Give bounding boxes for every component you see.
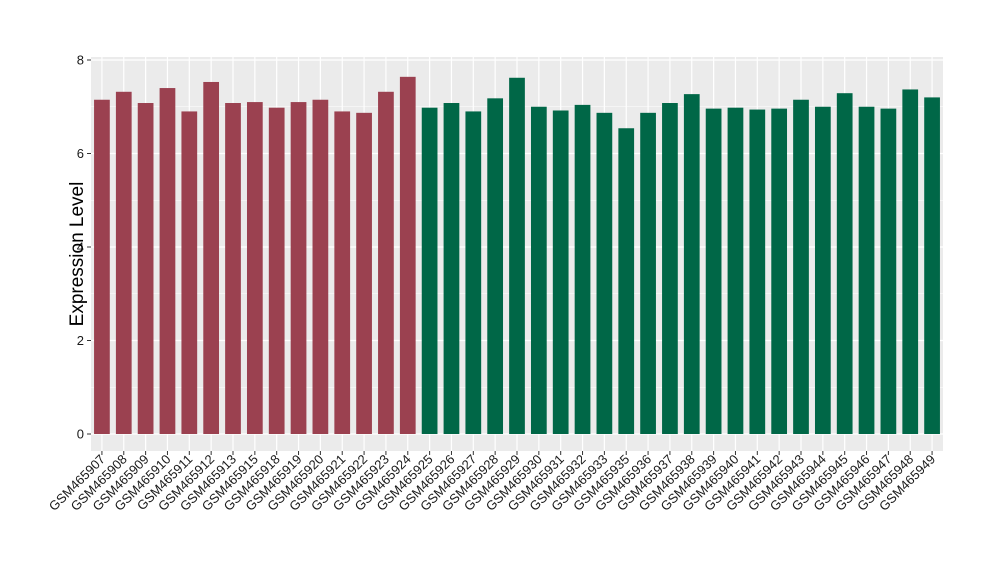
- bar-GSM465945: [836, 93, 853, 434]
- bar-GSM465932: [574, 104, 591, 434]
- bar-GSM465907: [94, 99, 110, 435]
- bar-GSM465913: [225, 103, 241, 434]
- y-axis: 0 2 4 6 8: [77, 53, 91, 442]
- bar-GSM465935: [618, 128, 635, 434]
- x-axis: GSM465907GSM465908GSM465909GSM465910GSM4…: [46, 451, 938, 514]
- bar-GSM465925: [421, 107, 438, 434]
- bar-GSM465942: [771, 108, 788, 435]
- bar-GSM465946: [858, 106, 875, 434]
- bar-GSM465908: [115, 91, 132, 434]
- bar-GSM465936: [640, 112, 656, 434]
- bar-GSM465928: [487, 98, 504, 435]
- y-tick-label: 0: [77, 427, 84, 442]
- bar-GSM465921: [334, 111, 351, 435]
- bar-GSM465911: [181, 111, 198, 435]
- bar-GSM465941: [749, 109, 766, 435]
- bar-GSM465915: [246, 102, 263, 434]
- bar-GSM465949: [924, 97, 940, 435]
- bar-GSM465939: [705, 108, 722, 435]
- bar-GSM465918: [268, 107, 285, 434]
- bar-GSM465924: [399, 76, 416, 434]
- bar-GSM465948: [902, 89, 919, 434]
- bar-GSM465910: [159, 88, 176, 435]
- y-tick-label: 4: [77, 240, 84, 255]
- bar-GSM465947: [880, 108, 897, 435]
- bar-GSM465909: [137, 103, 154, 434]
- y-tick-label: 6: [77, 146, 84, 161]
- bar-GSM465922: [356, 112, 372, 434]
- bar-GSM465930: [530, 106, 547, 434]
- bar-GSM465931: [552, 110, 569, 435]
- bar-GSM465937: [662, 103, 678, 434]
- bar-GSM465944: [814, 106, 831, 434]
- bar-GSM465938: [683, 94, 700, 434]
- bar-GSM465933: [596, 112, 613, 434]
- bar-GSM465923: [378, 91, 394, 434]
- bar-GSM465919: [290, 102, 307, 434]
- bar-GSM465940: [727, 107, 744, 434]
- bar-GSM465927: [465, 111, 482, 435]
- bar-GSM465926: [443, 103, 460, 434]
- y-tick-label: 8: [77, 53, 84, 68]
- bar-GSM465912: [203, 81, 220, 434]
- bar-GSM465943: [793, 99, 809, 435]
- bar-GSM465929: [509, 77, 525, 434]
- y-tick-label: 2: [77, 333, 84, 348]
- bars: [94, 76, 940, 435]
- bar-GSM465920: [312, 99, 329, 435]
- y-axis-title: Expression Level: [67, 182, 88, 327]
